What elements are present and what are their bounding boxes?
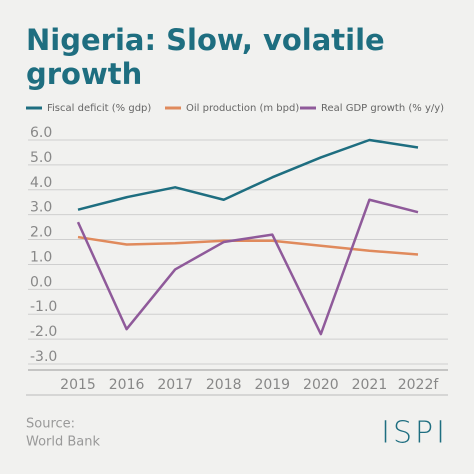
y-tick-label: 5.0 (30, 150, 52, 166)
x-tick-label: 2019 (254, 377, 290, 393)
y-tick-label: 1.0 (30, 249, 52, 265)
y-tick-label: -2.0 (30, 324, 57, 340)
y-tick-label: 2.0 (30, 225, 52, 241)
x-tick-label: 2015 (60, 377, 96, 393)
legend-label: Fiscal deficit (% gdp) (47, 103, 151, 114)
logo: ISPI (381, 416, 448, 451)
chart-title: Nigeria: Slow, volatile (26, 23, 385, 57)
y-tick-label: 0.0 (30, 274, 52, 290)
x-tick-label: 2018 (206, 377, 242, 393)
x-tick-label: 2021 (352, 377, 388, 393)
source: World Bank (26, 435, 101, 450)
series-line (77, 235, 419, 256)
y-tick-label: 3.0 (30, 200, 52, 216)
legend-label: Oil production (m bpd) (186, 103, 299, 114)
y-tick-label: -1.0 (30, 299, 57, 315)
series-line (77, 138, 419, 211)
y-tick-label: -3.0 (30, 349, 57, 365)
x-tick-label: 2016 (109, 377, 145, 393)
legend-label: Real GDP growth (% y/y) (321, 103, 444, 114)
source-label: Source: (26, 417, 75, 432)
x-tick-label: 2020 (303, 377, 339, 393)
y-tick-label: 4.0 (30, 175, 52, 191)
y-tick-label: 6.0 (30, 125, 52, 141)
x-tick-label: 2017 (157, 377, 193, 393)
chart-title: growth (26, 57, 142, 91)
series-line (76, 198, 419, 336)
x-tick-label: 2022f (398, 377, 440, 393)
